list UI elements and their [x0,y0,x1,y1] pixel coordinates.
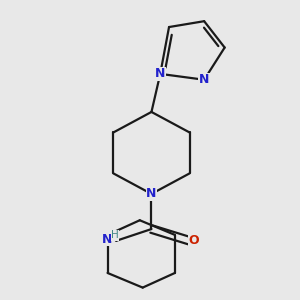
Text: N: N [155,68,165,80]
Text: N: N [102,233,112,246]
Text: H: H [111,230,119,241]
Text: N: N [199,73,209,86]
Text: N: N [146,188,157,200]
Text: O: O [189,234,199,247]
